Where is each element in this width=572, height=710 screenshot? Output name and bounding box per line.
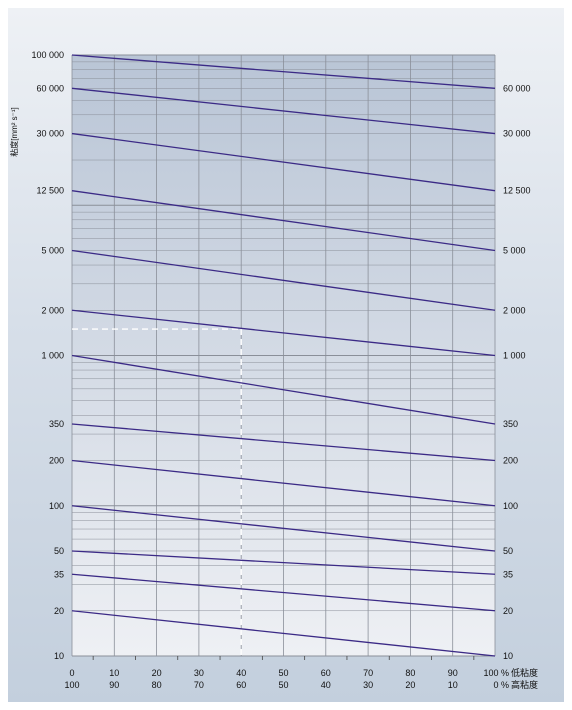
- viscosity-line-3: [71, 190, 496, 252]
- x-tick-label-bottom: 60: [236, 680, 246, 690]
- viscosity-lines: [71, 54, 496, 657]
- left-tick-label: 20: [54, 606, 64, 616]
- left-tick-label: 30 000: [36, 129, 64, 139]
- x-tick-label-top: 10: [109, 668, 119, 678]
- left-tick-label: 12 500: [36, 186, 64, 196]
- left-tick-label: 100: [49, 501, 64, 511]
- right-tick-label: 20: [503, 606, 513, 616]
- left-tick-label: 350: [49, 419, 64, 429]
- viscosity-line-5: [71, 309, 496, 357]
- chart-panel: 100 000 60 000 30 000 12 500 5 000 2 000 1 000…: [8, 8, 564, 702]
- viscosity-line-1: [71, 87, 496, 135]
- left-tick-label: 35: [54, 569, 64, 579]
- x-tick-label-bottom: 90: [109, 680, 119, 690]
- right-tick-label: 10: [503, 651, 513, 661]
- left-tick-label: 200: [49, 456, 64, 466]
- right-tick-label: 350: [503, 419, 518, 429]
- x-tick-label-bottom: 20: [405, 680, 415, 690]
- viscosity-line-7: [71, 423, 496, 462]
- viscosity-line-8: [71, 459, 496, 507]
- viscosity-line-9: [71, 505, 496, 552]
- viscosity-line-10: [71, 550, 496, 575]
- x-label-low-viscosity: 低粘度: [511, 667, 538, 678]
- right-tick-label: 35: [503, 569, 513, 579]
- x-tick-label-top: 20: [152, 668, 162, 678]
- x-tick-label-top: 70: [363, 668, 373, 678]
- x-tick-label-top: 60: [321, 668, 331, 678]
- right-tick-label: 100: [503, 501, 518, 511]
- left-axis: 100 000 60 000 30 000 12 500 5 000 2 000 1 000…: [31, 50, 64, 661]
- x-tick-label-top: 40: [236, 668, 246, 678]
- y-axis-title: 粘度[mm² s⁻¹]: [9, 107, 19, 157]
- left-tick-label: 2 000: [41, 305, 64, 315]
- x-tick-label-bottom: 0 %: [493, 680, 509, 690]
- right-tick-label: 5 000: [503, 245, 526, 255]
- viscosity-line-12: [71, 610, 496, 657]
- bottom-axis: 0 10 20 30 40 50 60 70 80 90 100 %100 90 80 70 60 50 40 3…: [64, 667, 538, 690]
- right-tick-label: 12 500: [503, 186, 531, 196]
- right-tick-label: 30 000: [503, 129, 531, 139]
- x-tick-label-top: 80: [405, 668, 415, 678]
- x-tick-label-bottom: 80: [152, 680, 162, 690]
- right-tick-label: 60 000: [503, 83, 531, 93]
- left-tick-label: 100 000: [31, 50, 64, 60]
- x-tick-label-bottom: 70: [194, 680, 204, 690]
- x-tick-label-bottom: 100: [64, 680, 79, 690]
- viscosity-line-0: [71, 54, 496, 89]
- left-tick-label: 1 000: [41, 351, 64, 361]
- x-tick-label-top: 50: [278, 668, 288, 678]
- left-tick-label: 10: [54, 651, 64, 661]
- right-tick-label: 1 000: [503, 351, 526, 361]
- viscosity-line-6: [71, 354, 496, 425]
- viscosity-line-2: [71, 132, 496, 192]
- x-tick-label-bottom: 10: [448, 680, 458, 690]
- right-axis: 60 000 30 000 12 500 5 000 2 000 1 000 350 200 1…: [503, 83, 531, 661]
- x-tick-label-bottom: 50: [278, 680, 288, 690]
- viscosity-blend-chart: 100 000 60 000 30 000 12 500 5 000 2 000 1 000…: [9, 50, 538, 690]
- viscosity-line-4: [71, 249, 496, 311]
- viscosity-line-11: [71, 573, 496, 612]
- x-tick-label-top: 100 %: [483, 668, 509, 678]
- left-tick-label: 60 000: [36, 83, 64, 93]
- x-label-high-viscosity: 高粘度: [511, 679, 538, 690]
- left-tick-label: 5 000: [41, 245, 64, 255]
- right-tick-label: 200: [503, 456, 518, 466]
- x-tick-label-top: 90: [448, 668, 458, 678]
- x-tick-label-bottom: 40: [321, 680, 331, 690]
- right-tick-label: 50: [503, 546, 513, 556]
- x-tick-label-top: 30: [194, 668, 204, 678]
- x-tick-label-bottom: 30: [363, 680, 373, 690]
- x-tick-label-top: 0: [69, 668, 74, 678]
- right-tick-label: 2 000: [503, 305, 526, 315]
- left-tick-label: 50: [54, 546, 64, 556]
